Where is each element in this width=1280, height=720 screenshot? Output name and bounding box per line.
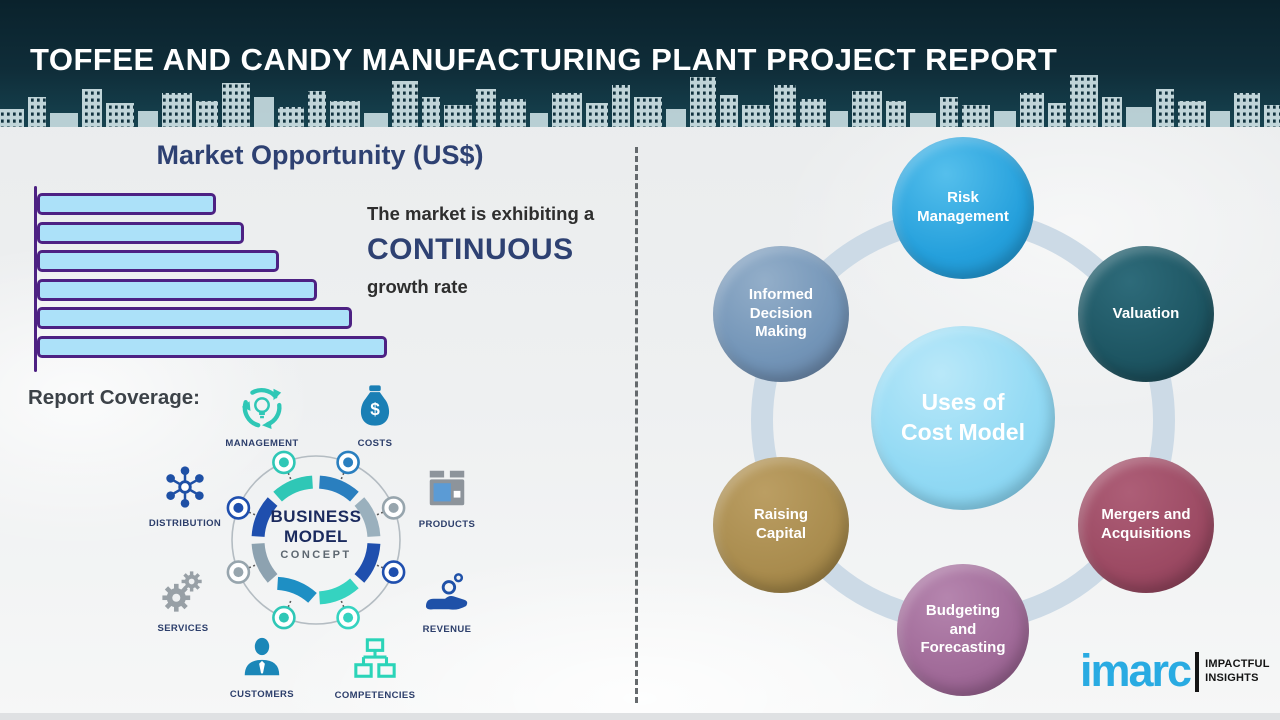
hand-coins-icon bbox=[424, 573, 470, 620]
package-icon bbox=[424, 470, 470, 515]
coverage-label: DISTRIBUTION bbox=[148, 518, 222, 529]
coverage-label: COSTS bbox=[357, 438, 393, 449]
coverage-label: REVENUE bbox=[422, 624, 472, 635]
market-bar-chart bbox=[34, 186, 594, 376]
cost-model-circle-informed-decision-making: Informed Decision Making bbox=[713, 246, 849, 382]
market-bar bbox=[37, 278, 317, 301]
coverage-item-costs: $ COSTS bbox=[320, 383, 430, 449]
circle-label: Valuation bbox=[1112, 304, 1180, 322]
cost-model-circle-valuation: Valuation bbox=[1078, 246, 1214, 382]
person-icon bbox=[239, 637, 285, 685]
chart-axis-line bbox=[34, 186, 37, 372]
money-bag-icon: $ bbox=[352, 385, 398, 434]
gears-icon bbox=[160, 571, 206, 619]
coverage-label: MANAGEMENT bbox=[225, 438, 299, 449]
business-model-diagram bbox=[226, 450, 406, 630]
market-opportunity-title: Market Opportunity (US$) bbox=[156, 140, 484, 170]
business-model-line2: MODEL bbox=[284, 527, 348, 546]
page-title: TOFFEE AND CANDY MANUFACTURING PLANT PRO… bbox=[30, 42, 1058, 77]
svg-text:$: $ bbox=[370, 399, 380, 419]
cost-model-circle-budgeting-forecasting: Budgeting and Forecasting bbox=[897, 564, 1029, 696]
coverage-item-revenue: REVENUE bbox=[392, 572, 502, 635]
coverage-item-products: PRODUCTS bbox=[392, 465, 502, 530]
circle-label: Informed Decision Making bbox=[748, 285, 814, 341]
report-coverage-title: Report Coverage: bbox=[28, 386, 201, 409]
business-model-center-label: BUSINESS MODEL CONCEPT bbox=[241, 507, 391, 561]
circle-label: Uses of Cost Model bbox=[901, 388, 1025, 448]
business-model-line3: CONCEPT bbox=[280, 549, 352, 561]
org-chart-icon bbox=[352, 638, 398, 686]
center-line1: Uses of bbox=[921, 389, 1005, 416]
market-bar bbox=[37, 307, 352, 329]
coverage-item-management: MANAGEMENT bbox=[207, 384, 317, 449]
business-model-line1: BUSINESS bbox=[270, 507, 362, 526]
imarc-wordmark: imarc bbox=[1080, 645, 1192, 696]
cost-model-circle-raising-capital: Raising Capital bbox=[713, 457, 849, 593]
market-bar bbox=[37, 193, 216, 215]
imarc-logo: imarc IMPACTFUL INSIGHTS bbox=[1080, 648, 1270, 693]
city-skyline-graphic bbox=[0, 75, 1280, 127]
market-bar bbox=[37, 335, 387, 358]
coverage-label: PRODUCTS bbox=[418, 519, 476, 530]
caption-line2: growth rate bbox=[367, 276, 468, 297]
header-banner: TOFFEE AND CANDY MANUFACTURING PLANT PRO… bbox=[0, 0, 1280, 127]
cost-model-circle-mergers-acquisitions: Mergers and Acquisitions bbox=[1078, 457, 1214, 593]
caption-line1: The market is exhibiting a bbox=[367, 203, 595, 224]
cost-model-center-circle: Uses of Cost Model bbox=[871, 326, 1055, 510]
coverage-item-customers: CUSTOMERS bbox=[207, 635, 317, 700]
management-cycle-icon bbox=[239, 387, 285, 434]
circle-label: Mergers and Acquisitions bbox=[1100, 506, 1191, 542]
center-line2: Cost Model bbox=[901, 419, 1025, 445]
market-caption: The market is exhibiting a CONTINUOUS gr… bbox=[367, 203, 637, 298]
caption-emphasis: CONTINUOUS bbox=[367, 233, 574, 266]
vertical-dashed-divider bbox=[635, 147, 638, 703]
circle-label: Budgeting and Forecasting bbox=[920, 601, 1006, 657]
coverage-item-distribution: DISTRIBUTION bbox=[130, 464, 240, 529]
bar-group bbox=[37, 193, 387, 364]
network-icon bbox=[162, 466, 208, 514]
coverage-item-competencies: COMPETENCIES bbox=[320, 636, 430, 701]
coverage-item-services: SERVICES bbox=[128, 569, 238, 634]
logo-divider-bar bbox=[1195, 651, 1200, 692]
market-bar bbox=[37, 250, 279, 272]
bottom-strip bbox=[0, 713, 1280, 720]
market-bar bbox=[37, 221, 244, 244]
logo-tagline: IMPACTFUL INSIGHTS bbox=[1205, 658, 1270, 684]
coverage-label: SERVICES bbox=[157, 623, 209, 634]
logo-tagline-line2: INSIGHTS bbox=[1205, 671, 1259, 684]
cost-model-circle-risk-management: Risk Management bbox=[892, 137, 1034, 279]
logo-tagline-line1: IMPACTFUL bbox=[1205, 658, 1270, 671]
coverage-label: CUSTOMERS bbox=[229, 689, 295, 700]
circle-label: Risk Management bbox=[917, 189, 1009, 225]
circle-label: Raising Capital bbox=[753, 506, 809, 542]
coverage-label: COMPETENCIES bbox=[334, 690, 416, 701]
